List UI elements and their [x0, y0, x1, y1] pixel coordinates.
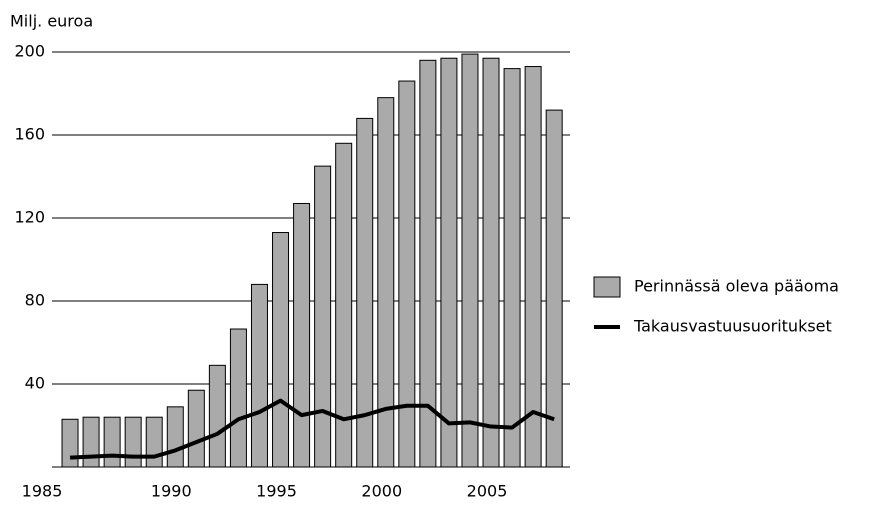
line	[69, 398, 555, 460]
bar	[545, 109, 563, 468]
bar	[82, 416, 100, 468]
x-tick-label: 1990	[151, 482, 192, 501]
y-tick-label: 80	[25, 291, 45, 310]
y-tick-label: 120	[14, 208, 45, 227]
bar	[103, 416, 121, 468]
legend-label: Perinnässä oleva pääoma	[634, 277, 839, 296]
legend-label: Takausvastuusuoritukset	[633, 317, 832, 336]
bar	[145, 416, 163, 468]
bar	[398, 80, 416, 468]
bar	[524, 66, 542, 468]
bar	[208, 364, 226, 468]
bar	[272, 232, 290, 468]
x-tick-label: 1995	[256, 482, 297, 501]
y-axis-title: Milj. euroa	[10, 12, 93, 31]
bar	[293, 202, 311, 468]
x-tick-label: 2000	[361, 482, 402, 501]
x-tick-label: 2005	[467, 482, 508, 501]
legend-swatch	[593, 276, 621, 298]
bar	[250, 283, 268, 468]
bar	[166, 406, 184, 468]
bar	[314, 165, 332, 468]
bar	[229, 328, 247, 468]
y-tick-label: 40	[25, 374, 45, 393]
bar	[335, 142, 353, 468]
x-tick-label: 1985	[22, 482, 63, 501]
bar	[503, 68, 521, 468]
bar	[419, 59, 437, 468]
bar	[124, 416, 142, 468]
bar	[187, 389, 205, 468]
y-tick-label: 200	[14, 42, 45, 61]
bar	[377, 97, 395, 468]
bar	[356, 117, 374, 468]
bar	[461, 53, 479, 468]
bar	[482, 57, 500, 468]
bar	[61, 418, 79, 468]
bar	[440, 57, 458, 468]
y-tick-label: 160	[14, 125, 45, 144]
